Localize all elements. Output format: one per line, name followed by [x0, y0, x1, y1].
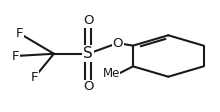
Text: O: O [83, 14, 93, 27]
Text: F: F [30, 71, 38, 84]
Text: S: S [83, 46, 93, 61]
Text: O: O [112, 37, 123, 50]
Text: Me: Me [103, 67, 120, 80]
Text: F: F [12, 50, 19, 62]
Text: F: F [16, 27, 24, 40]
Text: O: O [83, 80, 93, 93]
